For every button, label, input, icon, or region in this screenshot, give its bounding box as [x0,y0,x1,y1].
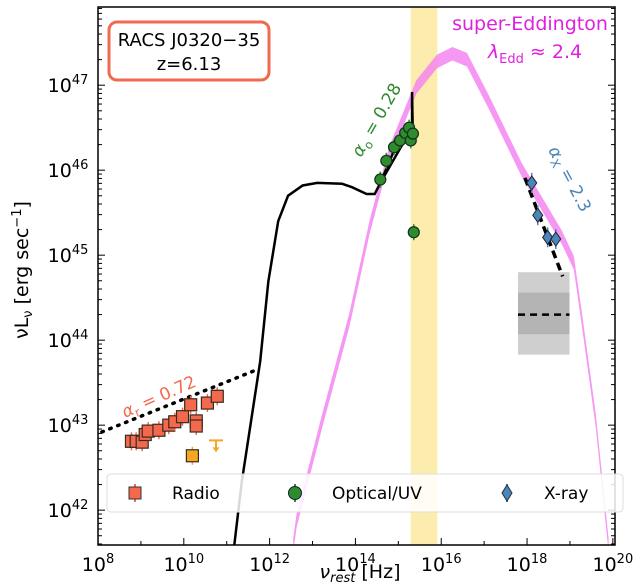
title-line1: RACS J0320−35 [118,30,261,51]
y-tick-label: 1043 [48,413,89,437]
y-tick-label: 1044 [48,328,89,352]
data-point-circle [407,226,420,239]
legend-optical-marker [288,486,302,500]
upper-limit-arrow [212,447,220,453]
lambda-edd-label: λEdd ≈ 2.4 [487,41,582,67]
x-tick-label: 1010 [163,552,204,576]
x-tick-label: 1020 [592,552,633,576]
legend: Radio Optical/UV X-ray [106,473,624,513]
radio-fit-line [100,368,259,434]
data-point-square [210,389,224,403]
legend-radio-marker [128,486,142,500]
title-box [107,20,271,82]
y-axis-label: νLν [erg sec−1] [10,201,36,339]
x-tick-label: 1018 [507,552,548,576]
legend-xray-label: X-ray [544,484,588,504]
data-point-circle [374,173,387,186]
highlight-band [410,7,438,545]
x-tick-label: 1014 [335,552,376,576]
data-point-square [185,449,199,463]
legend-optical-label: Optical/UV [332,484,422,504]
data-point-square [200,396,215,410]
data-point-square [175,410,190,424]
data-point-circle [406,127,420,140]
y-tick-label: 1047 [48,73,89,97]
y-tick-label: 1046 [48,158,89,182]
y-tick-label: 1042 [48,498,89,522]
data-point-square [184,398,198,412]
data-point-circle [380,154,393,167]
xray-fit-line [523,177,565,278]
xray-inner-box [518,292,570,335]
data-point-diamond [542,229,554,246]
y-tick-label: 1045 [48,243,89,267]
x-tick-label: 1012 [249,552,290,576]
legend-xray-marker [501,484,513,502]
data-point-diamond [550,231,562,247]
super-eddington-label: super-Eddington [452,13,608,35]
data-point-diamond [532,207,544,224]
legend-radio-label: Radio [172,484,220,504]
data-point-square [189,419,203,433]
data-point-diamond [526,175,538,191]
x-axis-label: νrest [Hz] [320,561,401,583]
x-tick-label: 1016 [421,552,462,576]
x-tick-label: 108 [82,552,114,576]
title-line2: z=6.13 [157,54,222,75]
plot-frame [97,6,616,546]
alpha-x-label: αX = 2.3 [542,143,595,217]
